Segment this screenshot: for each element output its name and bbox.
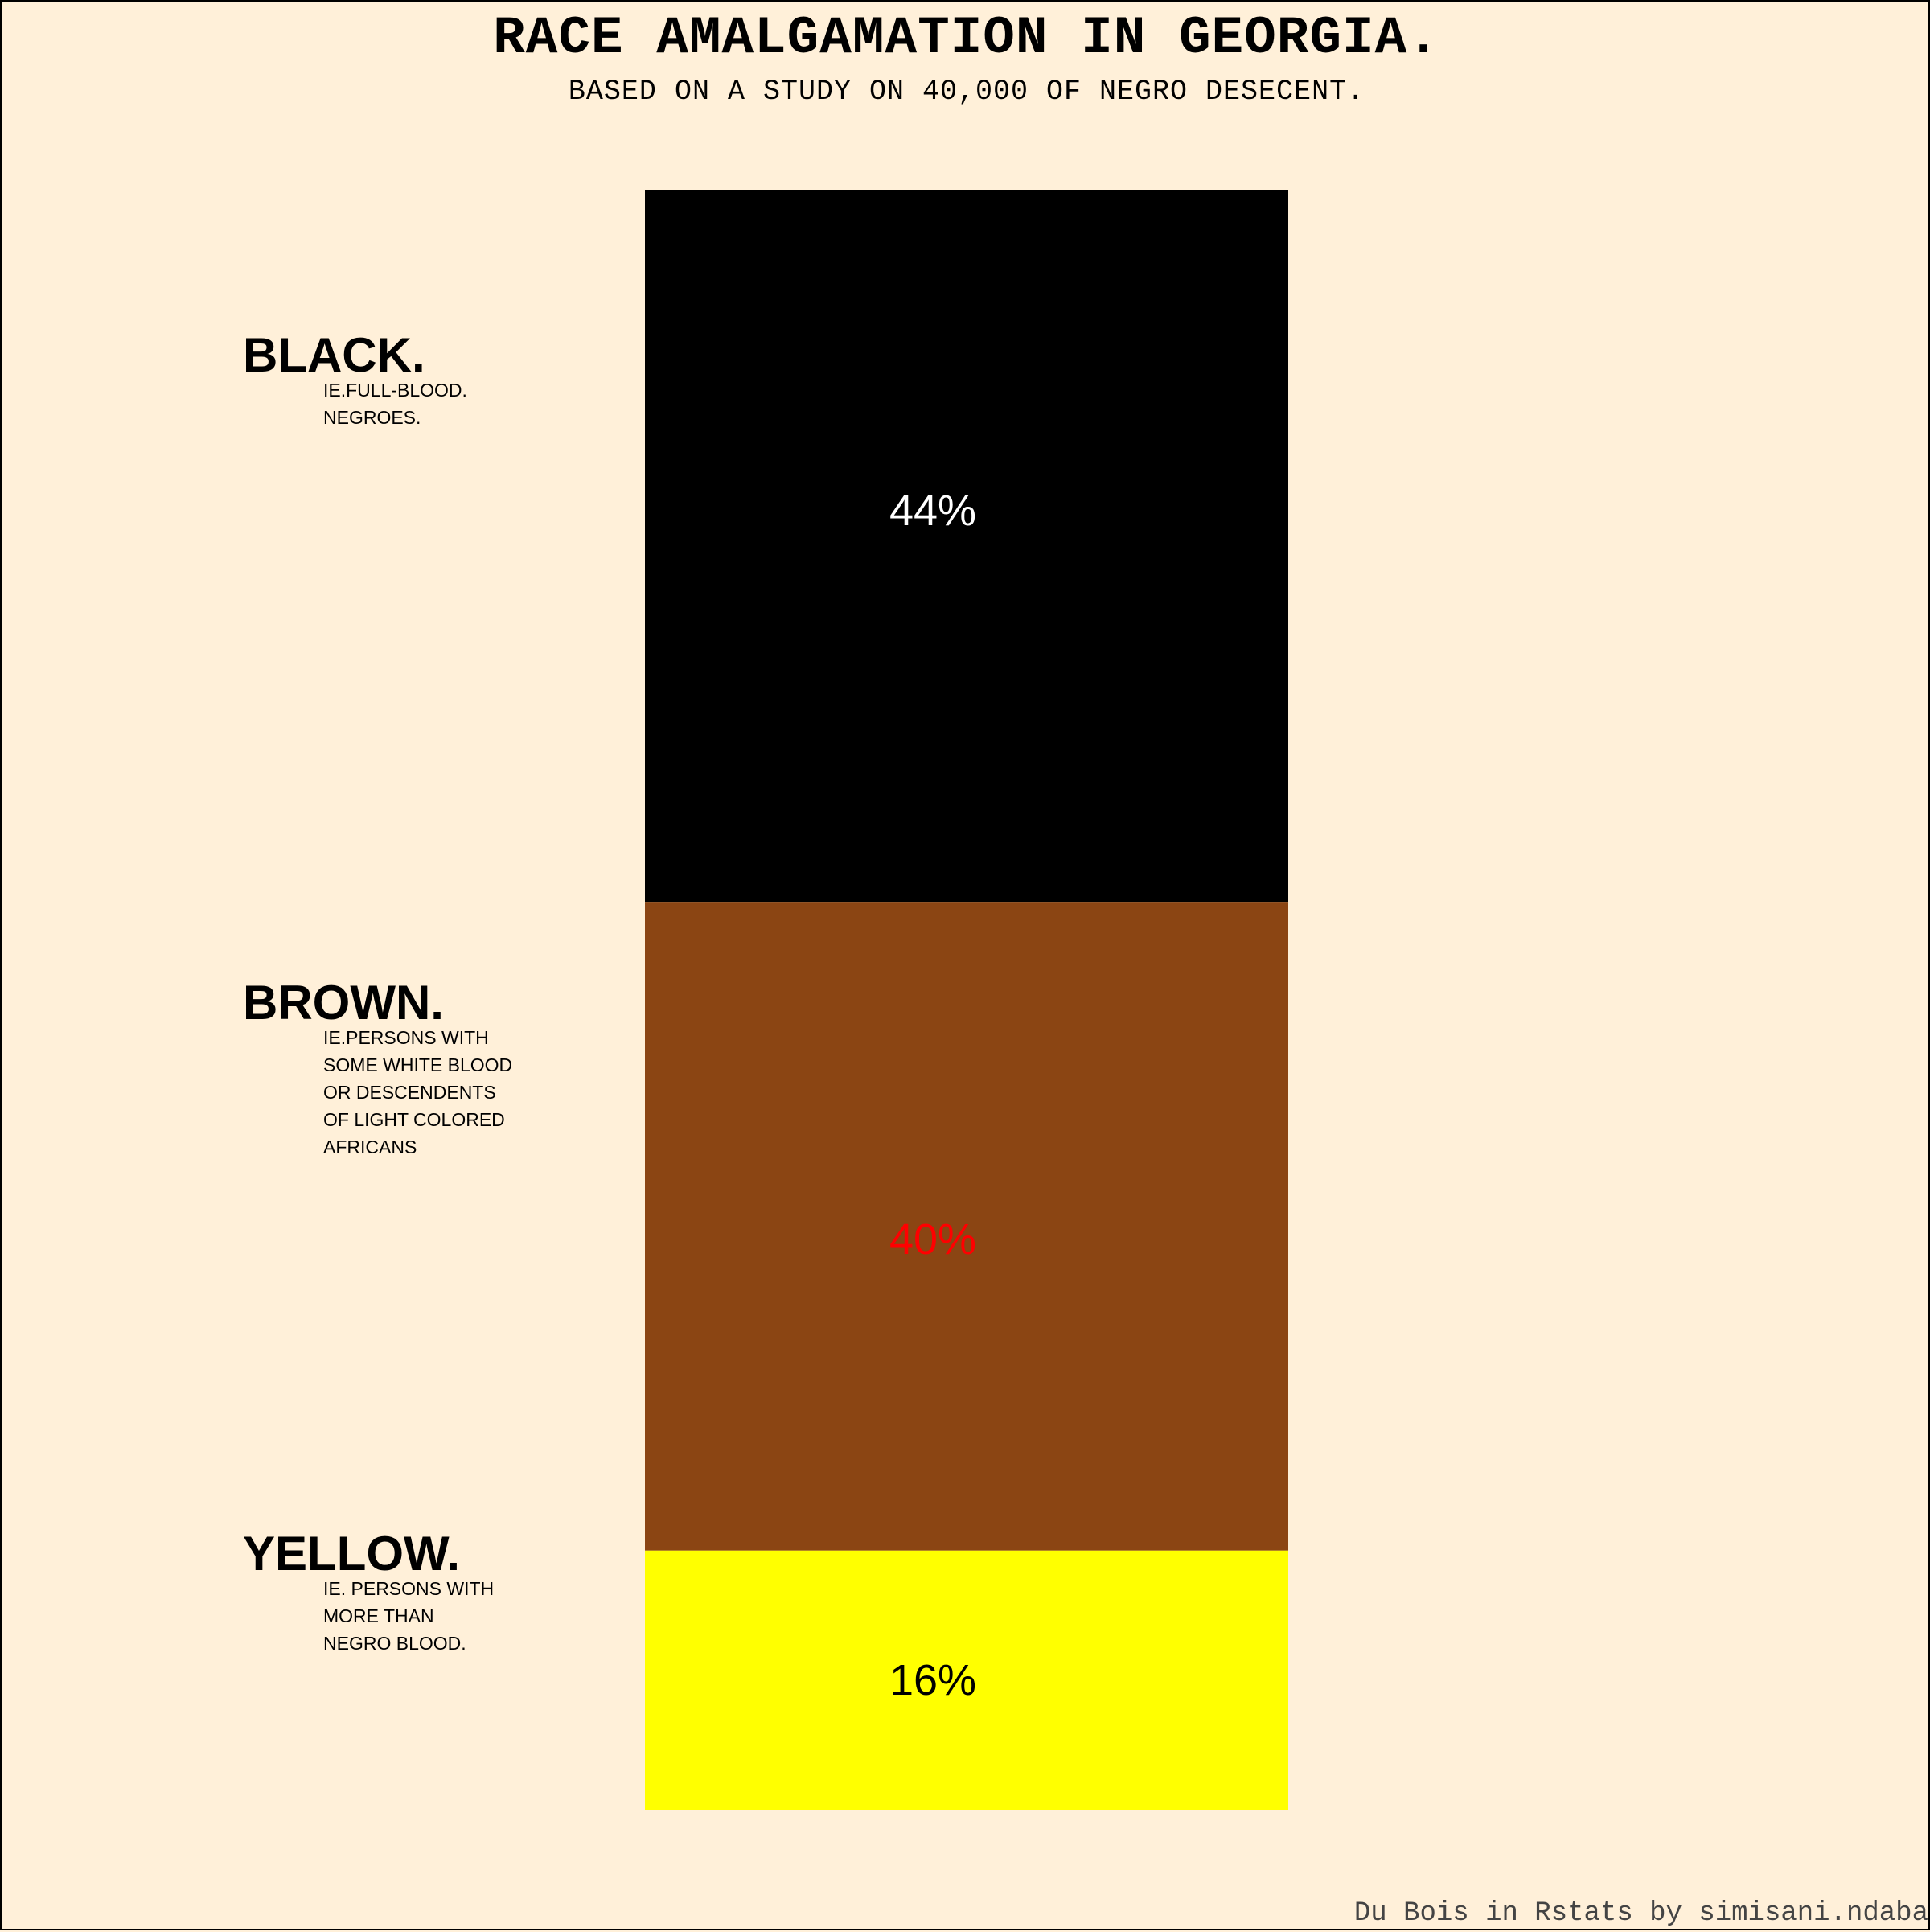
category-description-yellow: IE. PERSONS WITH MORE THAN NEGRO BLOOD. [323,1578,495,1654]
value-label-yellow: 16% [889,1656,976,1704]
value-label-brown: 40% [889,1215,976,1264]
bar-segment-black [645,190,1288,903]
category-label-brown: BROWN. [243,976,444,1030]
category-label-black: BLACK. [243,328,425,382]
value-label-black: 44% [889,487,976,535]
category-label-yellow: YELLOW. [243,1527,460,1581]
bar-segment-yellow [645,1550,1288,1810]
category-description-brown: IE.PERSONS WITH SOME WHITE BLOOD OR DESC… [323,1027,513,1157]
credit-caption: Du Bois in Rstats by simisani.ndaba [1353,1898,1928,1929]
chart-subtitle: BASED ON A STUDY ON 40,000 OF NEGRO DESE… [568,76,1365,108]
bar-segment-brown [645,902,1288,1551]
category-description-black: IE.FULL-BLOOD. NEGROES. [323,380,467,428]
chart-title: RACE AMALGAMATION IN GEORGIA. [493,8,1440,68]
